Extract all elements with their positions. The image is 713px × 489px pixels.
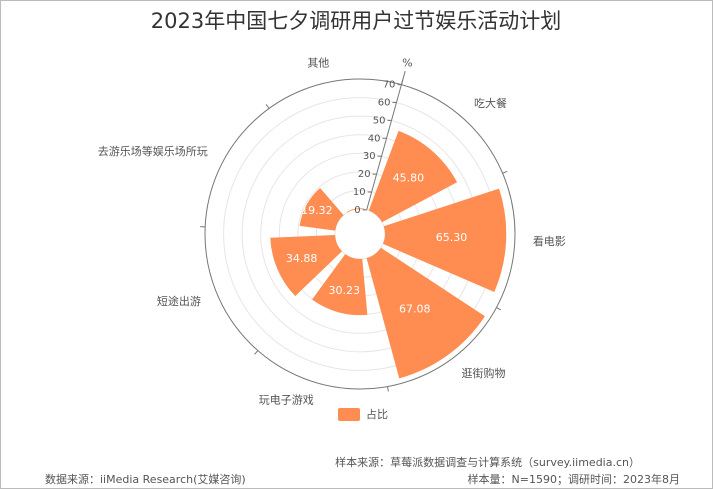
y-tick-label: 40 — [368, 133, 381, 144]
bar — [382, 188, 507, 292]
bar — [346, 208, 365, 213]
source-note: 样本来源：草莓派数据调查与计算系统（survey.iimedia.cn） — [335, 455, 640, 469]
category-label: 去游乐场等娱乐场所玩 — [98, 144, 208, 158]
category-label: 逛街购物 — [462, 366, 506, 380]
y-tick-label: 70 — [383, 80, 396, 91]
category-label: 其他 — [307, 57, 329, 70]
y-tick-label: 10 — [353, 187, 366, 198]
y-tick-label: 50 — [373, 115, 386, 126]
value-label: 19.32 — [301, 204, 333, 217]
y-tick-label: 60 — [378, 98, 391, 109]
value-label: 65.30 — [436, 231, 468, 244]
angle-tick — [386, 386, 389, 392]
legend-swatch — [338, 408, 360, 421]
legend-label: 占比 — [366, 407, 388, 421]
bar — [366, 247, 485, 379]
angle-tick — [502, 170, 508, 174]
bar — [368, 130, 458, 223]
value-label: 34.88 — [286, 252, 318, 265]
y-tick-label: 0 — [354, 205, 360, 216]
category-label: 看电影 — [533, 234, 566, 248]
value-label: 30.23 — [328, 284, 360, 297]
bar — [312, 254, 368, 316]
angle-tick — [265, 104, 270, 109]
grid-circle — [204, 78, 516, 390]
category-label: 吃大餐 — [474, 96, 507, 110]
chart-title: 2023年中国七夕调研用户过节娱乐活动计划 — [151, 9, 561, 33]
category-label: 玩电子游戏 — [259, 394, 314, 407]
y-tick-label: 20 — [358, 169, 371, 180]
source-note: 数据来源：iiMedia Research(艾媒咨询) — [45, 472, 246, 486]
value-label: 0.36 — [342, 196, 367, 209]
angle-tick — [254, 350, 259, 355]
value-label: 45.80 — [393, 172, 425, 185]
angle-tick — [496, 307, 502, 311]
radial-axis — [366, 71, 406, 211]
category-label: 短途出游 — [157, 294, 201, 308]
axis-unit: % — [402, 56, 412, 69]
bar — [299, 188, 344, 231]
bar — [270, 235, 342, 297]
y-tick-label: 30 — [363, 151, 376, 162]
value-label: 67.08 — [399, 303, 431, 316]
source-note: 样本量：N=1590；调研时间：2023年8月 — [468, 472, 680, 486]
